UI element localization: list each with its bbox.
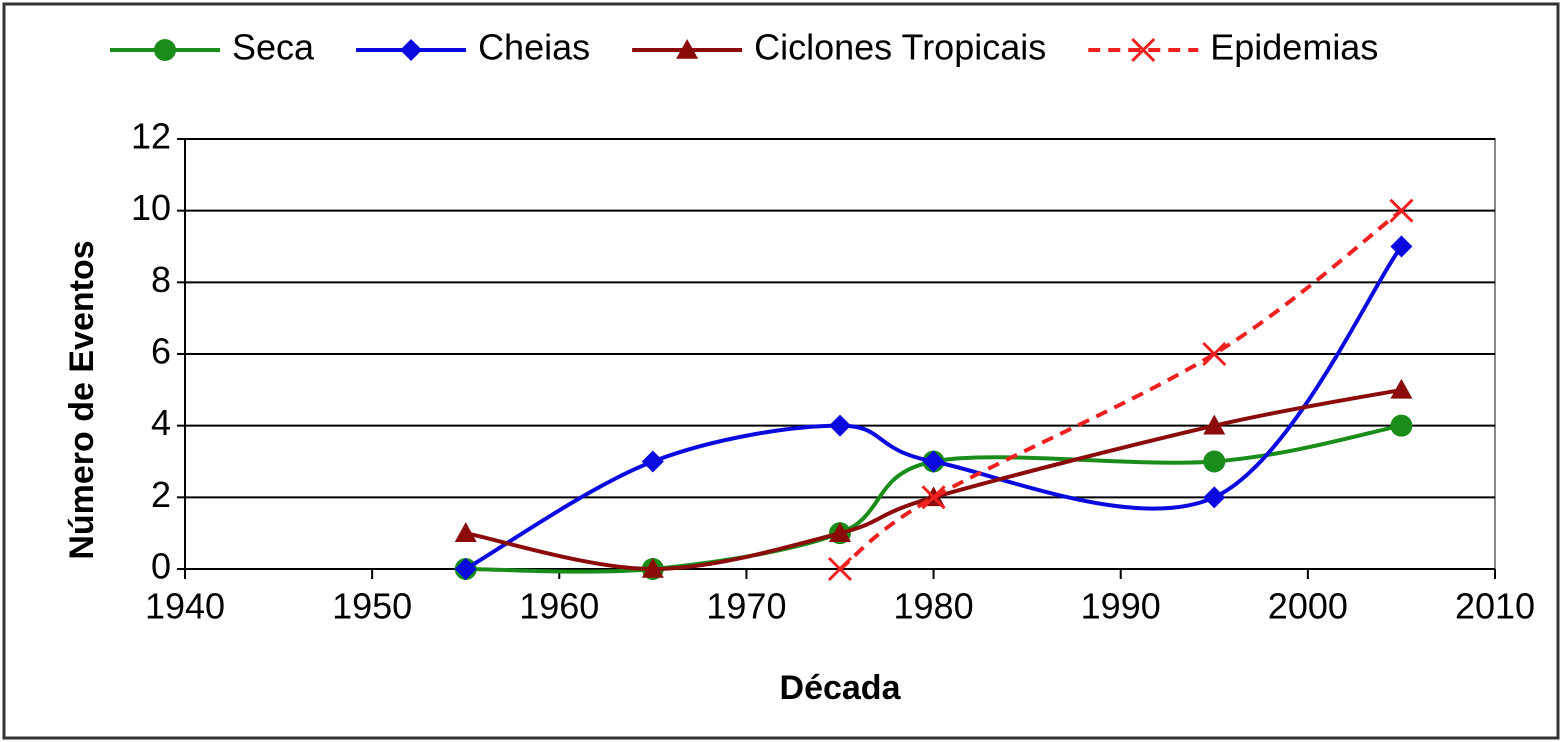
point xyxy=(827,556,853,582)
y-tick-label: 0 xyxy=(151,546,171,587)
y-tick-label: 2 xyxy=(151,474,171,515)
point xyxy=(454,522,477,542)
series-line xyxy=(838,209,1403,571)
legend-marker xyxy=(154,39,176,61)
legend-label: Seca xyxy=(232,27,315,68)
point xyxy=(1202,341,1227,367)
legend-marker xyxy=(676,39,699,59)
x-tick-label: 1970 xyxy=(706,586,786,627)
x-tick-label: 1960 xyxy=(519,586,599,627)
series-line xyxy=(465,387,1402,572)
x-tick-label: 1950 xyxy=(332,586,412,627)
y-tick-label: 12 xyxy=(131,116,171,157)
y-axis-label: Número de Eventos xyxy=(63,240,101,559)
point xyxy=(829,414,851,437)
point xyxy=(1389,198,1414,223)
point xyxy=(1203,414,1226,435)
y-tick-label: 10 xyxy=(131,187,171,228)
point xyxy=(921,485,946,510)
point xyxy=(1390,378,1413,399)
series-line xyxy=(464,245,1404,571)
y-tick-label: 4 xyxy=(151,402,171,443)
point xyxy=(641,558,664,578)
legend-marker xyxy=(400,39,423,61)
legend-label: Epidemias xyxy=(1210,27,1378,68)
point xyxy=(454,558,477,580)
legend-label: Ciclones Tropicais xyxy=(754,27,1046,68)
x-tick-label: 2000 xyxy=(1268,586,1348,627)
x-tick-label: 1990 xyxy=(1081,586,1161,627)
point xyxy=(829,522,851,542)
point xyxy=(1390,235,1413,258)
y-tick-label: 8 xyxy=(151,259,171,300)
x-tick-label: 1980 xyxy=(894,586,974,627)
series-line xyxy=(465,423,1402,574)
y-tick-label: 6 xyxy=(151,331,171,372)
x-tick-label: 1940 xyxy=(145,586,225,627)
x-axis-label: Década xyxy=(780,669,902,707)
point xyxy=(1390,414,1413,437)
point xyxy=(1203,450,1226,473)
legend-label: Cheias xyxy=(478,27,590,68)
x-tick-label: 2010 xyxy=(1455,586,1535,627)
legend-marker xyxy=(1131,37,1156,63)
point xyxy=(922,450,945,473)
point xyxy=(641,450,664,473)
point xyxy=(1203,486,1226,509)
